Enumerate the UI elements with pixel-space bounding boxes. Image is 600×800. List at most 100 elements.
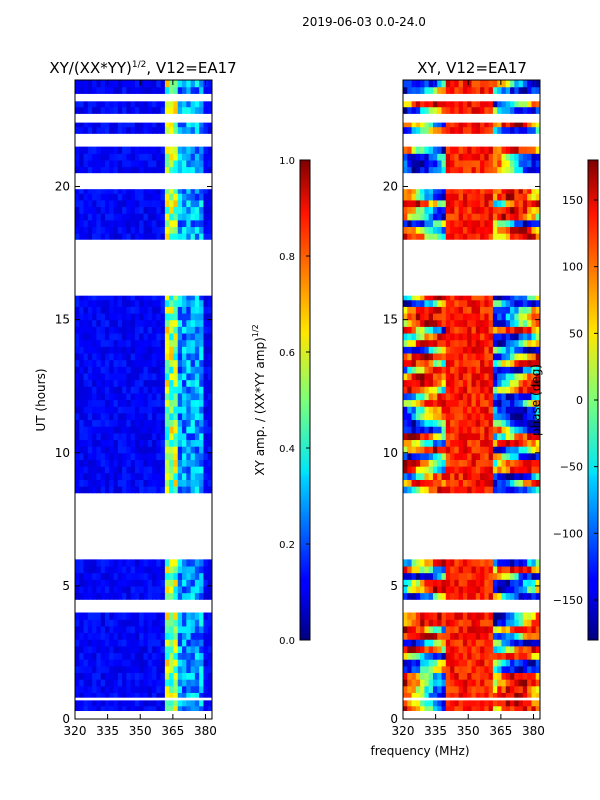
phase-heatmap-cell <box>505 592 511 600</box>
amplitude-heatmap-cell <box>190 219 196 228</box>
amplitude-heatmap-cell <box>173 186 179 194</box>
phase-heatmap-cell <box>497 219 503 228</box>
phase-heatmap-cell <box>505 299 511 307</box>
amplitude-heatmap-cell <box>134 233 140 241</box>
phase-heatmap-cell <box>514 159 520 168</box>
phase-heatmap-cell <box>505 472 511 480</box>
amplitude-heatmap-cell <box>79 486 85 494</box>
amplitude-heatmap-cell <box>117 359 123 367</box>
amplitude-heatmap-cell <box>152 366 157 374</box>
phase-heatmap-cell <box>454 80 460 88</box>
phase-heatmap-cell <box>450 692 455 700</box>
phase-heatmap-cell <box>531 226 537 234</box>
amplitude-heatmap-cell <box>173 312 179 321</box>
amplitude-heatmap-cell <box>199 392 205 401</box>
phase-heatmap-cell <box>510 146 515 154</box>
amplitude-heatmap-cell <box>87 379 93 387</box>
phase-heatmap-cell <box>505 186 511 194</box>
phase-heatmap-cell <box>411 619 417 627</box>
amplitude-heatmap-cell <box>164 659 170 667</box>
amplitude-heatmap-cell <box>156 592 162 600</box>
amplitude-heatmap-cell <box>117 346 123 354</box>
amplitude-heatmap-cell <box>79 406 85 414</box>
phase-heatmap-cell <box>518 406 524 414</box>
amplitude-heatmap-cell <box>134 619 140 627</box>
phase-heatmap-cell <box>514 612 520 620</box>
phase-heatmap-cell <box>480 679 485 687</box>
phase-heatmap-cell <box>510 392 515 401</box>
phase-heatmap-cell <box>480 466 485 474</box>
amplitude-heatmap-cell <box>186 559 192 567</box>
phase-heatmap-cell <box>415 293 421 301</box>
amplitude-heatmap-cell <box>130 146 136 154</box>
amplitude-heatmap-cell <box>164 352 170 361</box>
amplitude-heatmap-cell <box>79 219 85 228</box>
phase-heatmap-cell <box>501 379 507 387</box>
amplitude-heatmap-cell <box>92 679 98 687</box>
phase-heatmap-cell <box>411 579 417 587</box>
phase-heatmap-cell <box>535 153 540 161</box>
amplitude-heatmap-cell <box>75 432 80 441</box>
amplitude-heatmap-cell <box>113 645 119 654</box>
phase-heatmap-cell <box>527 412 533 421</box>
amplitude-heatmap-cell <box>160 226 166 234</box>
amplitude-heatmap-cell <box>207 80 212 88</box>
phase-heatmap-cell <box>462 339 468 347</box>
phase-heatmap-cell <box>458 665 464 674</box>
phase-heatmap-cell <box>428 412 434 421</box>
amplitude-heatmap-cell <box>164 632 170 640</box>
amplitude-heatmap-cell <box>164 193 170 201</box>
phase-heatmap-cell <box>454 652 460 660</box>
phase-heatmap-cell <box>403 186 408 194</box>
phase-heatmap-cell <box>454 466 460 474</box>
amplitude-heatmap-cell <box>87 579 93 587</box>
amplitude-heatmap-cell <box>169 439 175 447</box>
phase-heatmap-cell <box>531 166 537 174</box>
amplitude-heatmap-cell <box>130 652 136 660</box>
phase-heatmap-cell <box>437 612 443 620</box>
amplitude-heatmap-cell <box>100 319 106 327</box>
amplitude-heatmap-cell <box>109 699 115 707</box>
phase-heatmap-cell <box>518 699 524 707</box>
phase-heatmap-cell <box>407 206 413 214</box>
phase-heatmap-cell <box>411 439 417 447</box>
phase-heatmap-cell <box>497 319 503 327</box>
amplitude-heatmap-cell <box>139 379 145 387</box>
phase-heatmap-cell <box>454 379 460 387</box>
amplitude-heatmap-cell <box>117 579 123 587</box>
phase-heatmap-cell <box>411 406 417 414</box>
phase-heatmap-cell <box>432 226 438 234</box>
amplitude-heatmap-cell <box>169 233 175 241</box>
amplitude-heatmap-cell <box>75 466 80 474</box>
amplitude-heatmap-cell <box>139 86 145 94</box>
phase-heatmap-cell <box>450 233 455 241</box>
amplitude-heatmap-cell <box>92 293 98 301</box>
phase-heatmap-cell <box>467 399 473 407</box>
amplitude-heatmap-cell <box>126 346 132 354</box>
amplitude-heatmap-cell <box>113 293 119 301</box>
phase-heatmap-cell <box>480 332 485 341</box>
phase-heatmap-cell <box>514 153 520 161</box>
phase-heatmap-cell <box>522 439 528 447</box>
amplitude-heatmap-cell <box>203 479 209 487</box>
phase-heatmap-cell <box>497 479 503 487</box>
phase-heatmap-cell <box>492 372 498 381</box>
phase-heatmap-cell <box>501 86 507 94</box>
amplitude-heatmap-cell <box>109 639 115 647</box>
phase-heatmap-cell <box>420 472 426 480</box>
amplitude-heatmap-cell <box>147 579 153 587</box>
amplitude-heatmap-cell <box>87 692 93 700</box>
amplitude-heatmap-cell <box>113 126 119 134</box>
amplitude-heatmap-cell <box>194 412 200 421</box>
amplitude-heatmap-cell <box>92 326 98 334</box>
amplitude-heatmap-cell <box>177 146 183 154</box>
amplitude-heatmap-cell <box>194 625 200 634</box>
phase-heatmap-cell <box>424 153 430 161</box>
amplitude-heatmap-cell <box>169 326 175 334</box>
phase-heatmap-cell <box>454 392 460 401</box>
phase-heatmap-cell <box>535 665 540 674</box>
phase-heatmap-cell <box>531 146 537 154</box>
phase-heatmap-cell <box>492 379 498 387</box>
amplitude-heatmap-cell <box>190 559 196 567</box>
phase-heatmap-cell <box>505 466 511 474</box>
